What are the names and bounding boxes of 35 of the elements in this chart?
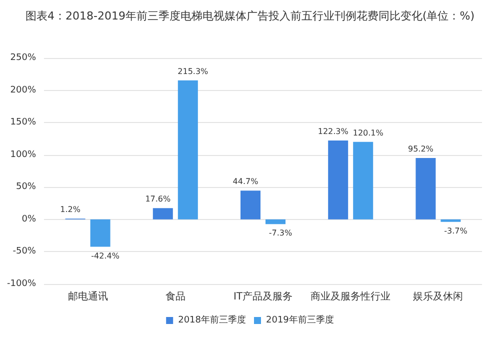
text: 95.2%: [408, 144, 434, 154]
y-tick-label: 150%: [10, 118, 36, 128]
x-tick-label: 商业及服务性行业: [310, 290, 391, 302]
text: -7.3%: [268, 228, 292, 238]
text: 44.7%: [232, 177, 258, 186]
legend-label: 2018年前三季度: [178, 314, 246, 326]
bar: [240, 190, 260, 220]
bar: [266, 219, 286, 224]
x-tick-label: 娱乐及休闲: [413, 290, 464, 302]
bar: [440, 219, 461, 222]
y-tick-label: -100%: [7, 279, 36, 289]
y-tick-label: 100%: [10, 150, 36, 160]
y-tick-label: -50%: [12, 246, 36, 257]
bar: [328, 140, 348, 220]
y-tick-label: 0%: [22, 214, 36, 224]
text: 17.6%: [145, 194, 171, 204]
y-tick-label: 50%: [16, 182, 36, 192]
text: 1.2%: [60, 205, 80, 214]
x-tick-label: IT产品及服务: [233, 290, 293, 302]
text: 215.3%: [178, 66, 208, 76]
x-tick-label: 邮电通讯: [68, 290, 108, 302]
text: 120.1%: [352, 128, 384, 138]
bar: [353, 142, 374, 220]
x-tick-label: 食品: [165, 290, 186, 302]
text: -42.4%: [91, 251, 120, 260]
chart-title: 图表4：2018-2019年前三季度电梯电视媒体广告投入前五行业刊例花费同比变化(单位：%): [26, 10, 474, 22]
y-tick-label: 250%: [10, 53, 36, 63]
bar: [416, 158, 436, 220]
legend-label: 2019年前三季度: [266, 314, 334, 326]
y-tick-label: 200%: [10, 85, 36, 96]
bar: [178, 80, 198, 220]
text: -3.7%: [444, 226, 468, 236]
text: 122.3%: [318, 126, 348, 136]
bar: [90, 219, 110, 247]
bar: [152, 208, 173, 220]
